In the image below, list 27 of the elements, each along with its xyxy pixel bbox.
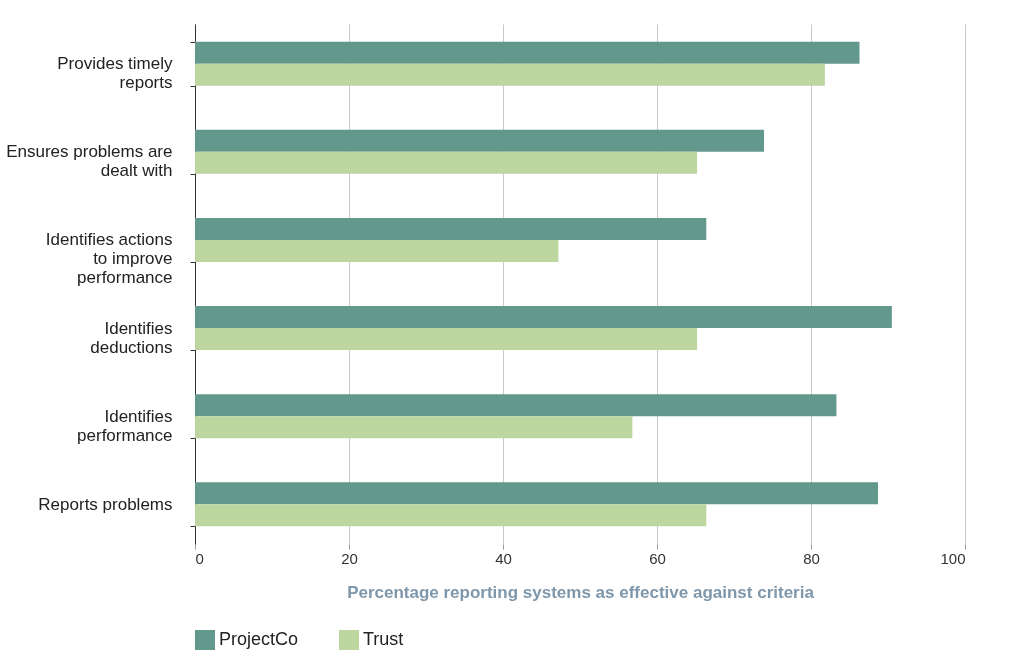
bar (195, 41, 860, 64)
x-tick-label: 100 (940, 549, 966, 567)
bar (195, 129, 765, 152)
x-axis-title: Percentage reporting systems as effective against criteria (347, 582, 815, 602)
y-tick-label: Identifies deductions (90, 318, 173, 357)
bar (195, 239, 559, 262)
x-tick-label: 60 (649, 549, 666, 567)
bar (195, 416, 633, 439)
bar (195, 328, 698, 351)
x-tick-label: 0 (195, 549, 204, 567)
y-tick-label: Provides timely reports (57, 54, 173, 93)
y-tick-label: Ensures problems are dealt with (6, 142, 173, 181)
bar (195, 394, 837, 417)
legend-label: ProjectCo (219, 629, 299, 649)
x-tick-label: 20 (341, 549, 358, 567)
bar (195, 482, 878, 505)
x-tick-label: 80 (803, 549, 820, 567)
y-tick-label: Identifies actions to improve performance (45, 230, 173, 288)
x-tick-label: 40 (495, 549, 512, 567)
y-tick-label: Reports problems (38, 494, 173, 514)
legend-label: Trust (363, 629, 404, 649)
bar (195, 504, 707, 527)
bar (195, 151, 698, 174)
y-tick-label: Identifies performance (77, 406, 173, 445)
bar (195, 306, 892, 329)
bar (195, 63, 825, 86)
bar (195, 217, 707, 240)
